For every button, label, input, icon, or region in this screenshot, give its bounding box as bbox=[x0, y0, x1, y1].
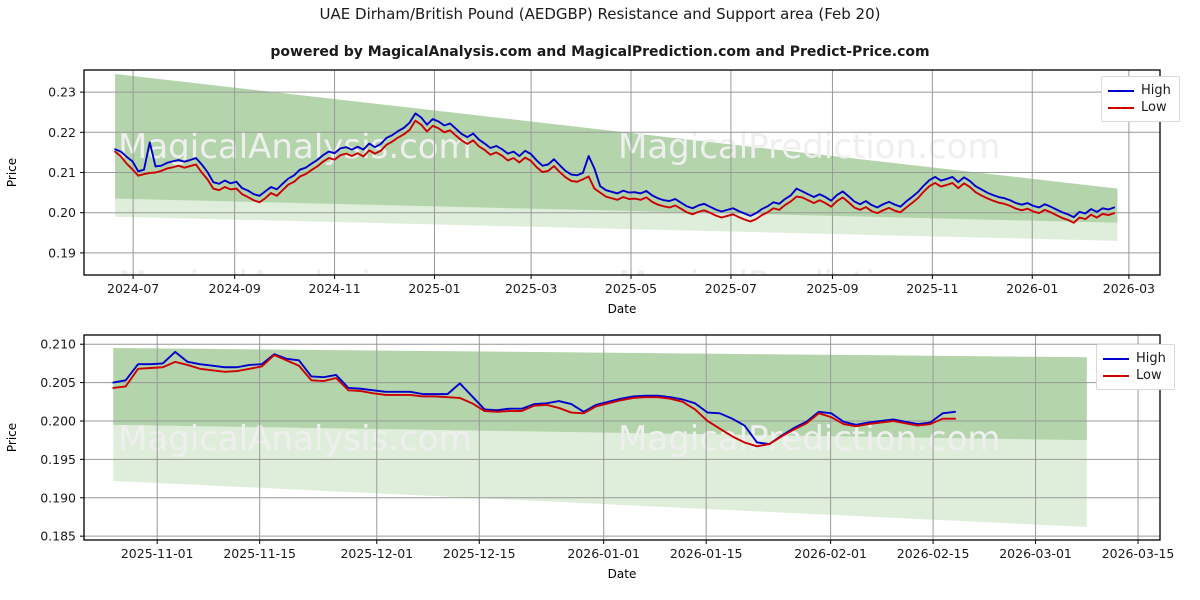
svg-text:0.19: 0.19 bbox=[48, 245, 76, 260]
legend-line-high bbox=[1103, 357, 1129, 360]
svg-text:2026-01: 2026-01 bbox=[1006, 281, 1058, 296]
svg-text:0.195: 0.195 bbox=[40, 452, 76, 467]
bottom-chart-legend: High Low bbox=[1096, 344, 1175, 390]
legend-line-low bbox=[1103, 374, 1129, 377]
svg-text:0.210: 0.210 bbox=[40, 337, 76, 352]
svg-text:Date: Date bbox=[608, 302, 637, 316]
svg-text:0.205: 0.205 bbox=[40, 375, 76, 390]
svg-text:2026-03: 2026-03 bbox=[1103, 281, 1155, 296]
svg-text:2025-09: 2025-09 bbox=[806, 281, 858, 296]
svg-text:2025-11-15: 2025-11-15 bbox=[223, 546, 296, 561]
svg-text:2024-07: 2024-07 bbox=[107, 281, 159, 296]
svg-text:MagicalAnalysis.com: MagicalAnalysis.com bbox=[118, 264, 472, 304]
svg-text:Price: Price bbox=[5, 423, 19, 452]
svg-text:Price: Price bbox=[5, 158, 19, 187]
svg-text:2025-07: 2025-07 bbox=[705, 281, 757, 296]
svg-text:MagicalAnalysis.com: MagicalAnalysis.com bbox=[118, 419, 472, 459]
svg-text:0.190: 0.190 bbox=[40, 490, 76, 505]
legend-label-high: High bbox=[1141, 83, 1171, 98]
legend-row-high: High bbox=[1103, 350, 1166, 367]
svg-text:0.185: 0.185 bbox=[40, 529, 76, 544]
svg-text:2025-11: 2025-11 bbox=[906, 281, 958, 296]
svg-text:2025-03: 2025-03 bbox=[505, 281, 557, 296]
svg-text:2024-09: 2024-09 bbox=[209, 281, 261, 296]
svg-text:2024-11: 2024-11 bbox=[308, 281, 360, 296]
legend-line-low bbox=[1108, 106, 1134, 109]
bottom-chart-svg: MagicalAnalysis.com MagicalPrediction.com… bbox=[5, 334, 1175, 581]
legend-label-low: Low bbox=[1136, 368, 1162, 383]
svg-text:0.20: 0.20 bbox=[48, 205, 76, 220]
svg-text:2026-03-01: 2026-03-01 bbox=[999, 546, 1072, 561]
legend-row-low: Low bbox=[1108, 99, 1171, 116]
legend-line-high bbox=[1108, 89, 1134, 92]
bottom-chart-panel: MagicalAnalysis.com MagicalPrediction.com… bbox=[0, 325, 1200, 595]
legend-label-low: Low bbox=[1141, 100, 1167, 115]
svg-text:2026-01-15: 2026-01-15 bbox=[670, 546, 743, 561]
svg-text:2025-05: 2025-05 bbox=[605, 281, 657, 296]
svg-text:2025-12-15: 2025-12-15 bbox=[443, 546, 516, 561]
svg-text:2026-02-01: 2026-02-01 bbox=[794, 546, 867, 561]
svg-text:MagicalPrediction.com: MagicalPrediction.com bbox=[618, 127, 1001, 167]
svg-text:2026-01-01: 2026-01-01 bbox=[567, 546, 640, 561]
svg-text:0.23: 0.23 bbox=[48, 85, 76, 100]
legend-row-high: High bbox=[1108, 82, 1171, 99]
svg-text:Date: Date bbox=[608, 567, 637, 581]
svg-text:0.200: 0.200 bbox=[40, 413, 76, 428]
top-chart-legend: High Low bbox=[1101, 76, 1180, 122]
top-chart-panel: MagicalAnalysis.com MagicalPrediction.com… bbox=[0, 60, 1200, 320]
svg-text:MagicalPrediction.com: MagicalPrediction.com bbox=[618, 419, 1001, 459]
svg-text:0.21: 0.21 bbox=[48, 165, 76, 180]
page-title: UAE Dirham/British Pound (AEDGBP) Resist… bbox=[319, 5, 881, 23]
page-subtitle: powered by MagicalAnalysis.com and Magic… bbox=[270, 44, 930, 60]
legend-row-low: Low bbox=[1103, 367, 1166, 384]
top-chart-svg: MagicalAnalysis.com MagicalPrediction.com… bbox=[5, 69, 1161, 316]
svg-text:2025-12-01: 2025-12-01 bbox=[340, 546, 413, 561]
svg-text:2025-11-01: 2025-11-01 bbox=[121, 546, 194, 561]
svg-text:0.22: 0.22 bbox=[48, 125, 76, 140]
svg-text:2026-02-15: 2026-02-15 bbox=[897, 546, 970, 561]
legend-label-high: High bbox=[1136, 351, 1166, 366]
svg-text:MagicalPrediction.com: MagicalPrediction.com bbox=[618, 264, 1001, 304]
svg-text:2026-03-15: 2026-03-15 bbox=[1102, 546, 1175, 561]
svg-text:2025-01: 2025-01 bbox=[408, 281, 460, 296]
